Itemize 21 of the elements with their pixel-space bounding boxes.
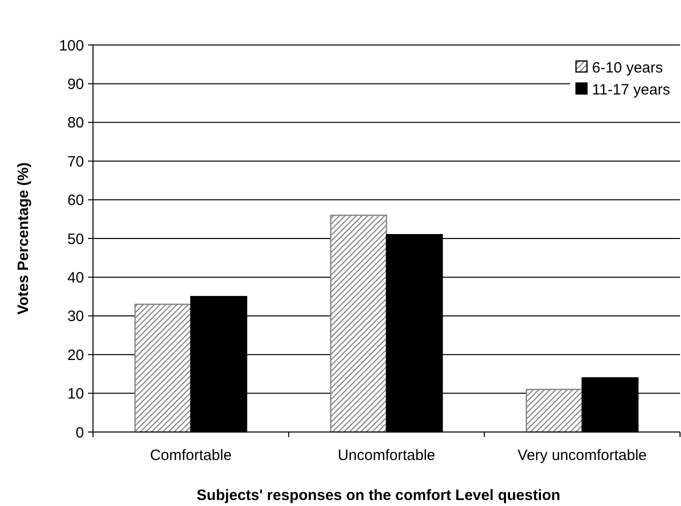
y-tick-label: 30 <box>67 308 84 326</box>
y-axis-title: Votes Percentage (%) <box>15 162 32 315</box>
y-tick-label: 50 <box>67 230 84 248</box>
x-axis-title: Subjects' responses on the comfort Level question <box>196 487 560 504</box>
y-tick-label: 20 <box>67 346 84 364</box>
y-tick-label: 10 <box>67 386 84 403</box>
y-tick-label: 0 <box>76 424 84 442</box>
legend-label: 11-17 years <box>592 81 670 98</box>
bar <box>526 388 583 433</box>
bar <box>330 214 388 433</box>
x-tick-label: Comfortable <box>150 447 232 464</box>
bar <box>134 304 192 433</box>
y-tick-label: 60 <box>67 192 84 210</box>
x-tick-label: Very uncomfortable <box>518 447 647 464</box>
y-tick-label: 70 <box>67 153 84 170</box>
y-tick-label: 100 <box>58 37 84 54</box>
y-tick-label: 90 <box>67 76 84 93</box>
legend-label: 6-10 years <box>592 59 663 76</box>
y-tick-label: 80 <box>67 114 84 132</box>
x-tick-label: Uncomfortable <box>338 447 436 464</box>
y-tick-label: 40 <box>67 269 84 286</box>
